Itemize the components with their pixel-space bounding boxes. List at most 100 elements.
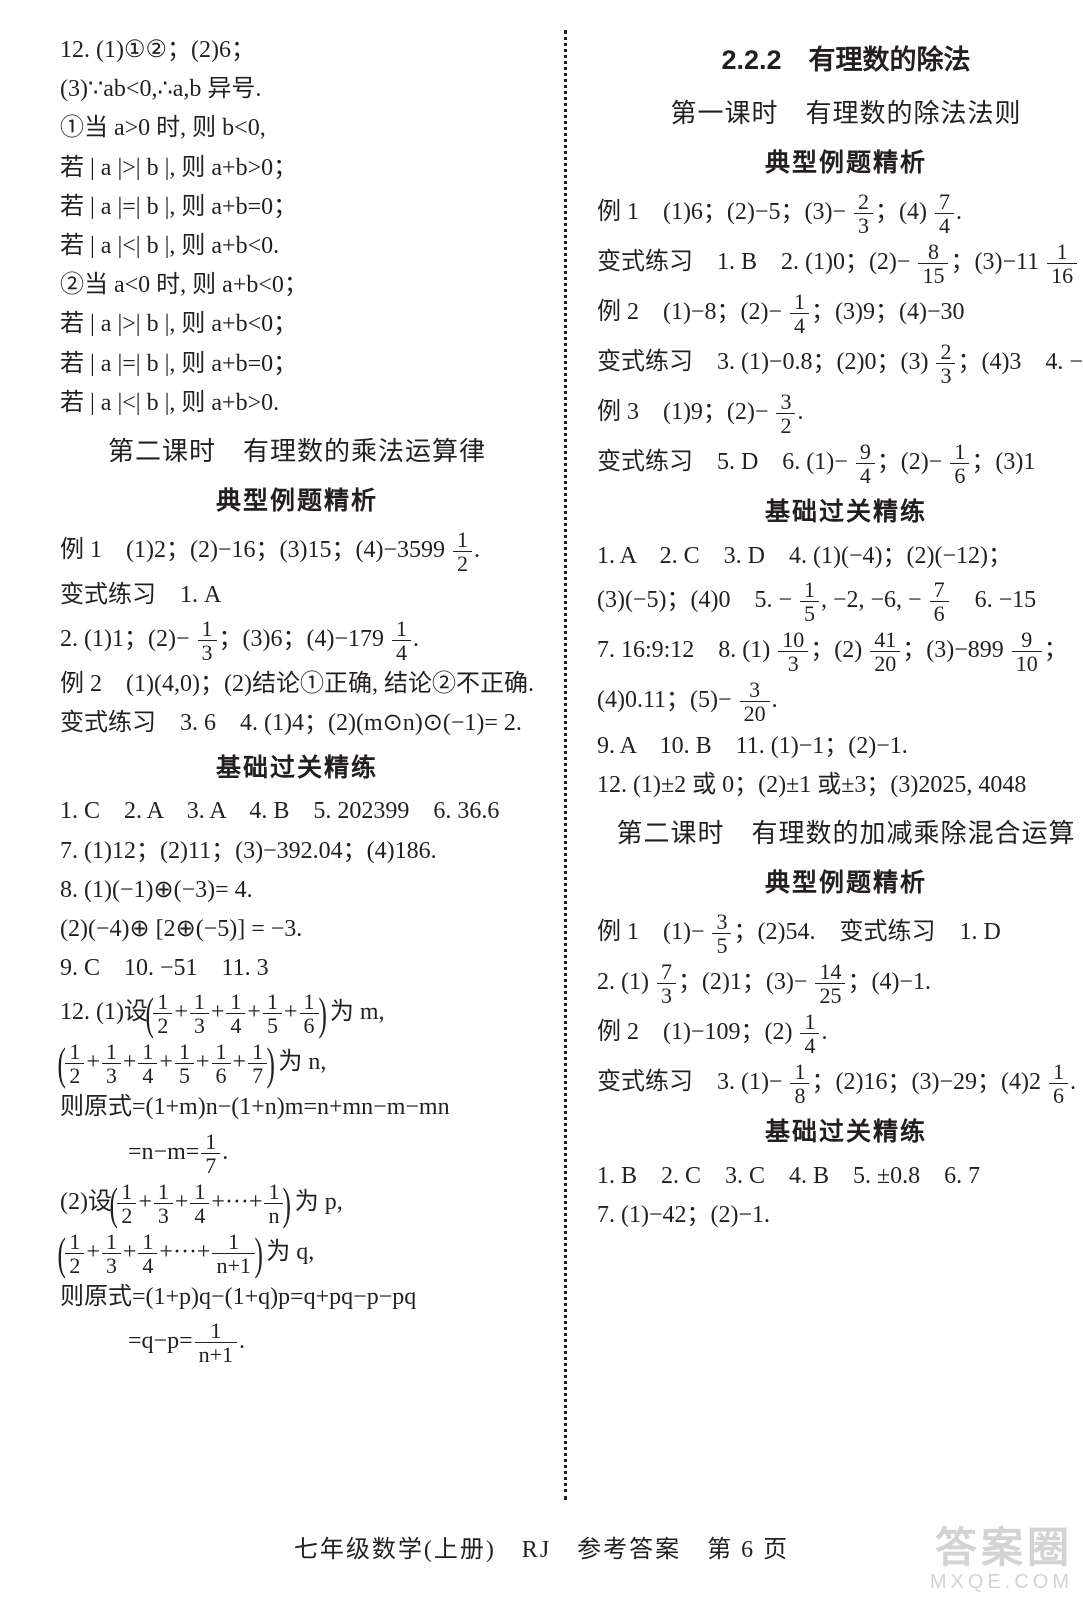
text-line: 则原式=(1+m)n−(1+n)m=n+mn−m−mn <box>60 1089 534 1126</box>
paren-right-icon: ) <box>267 1043 275 1084</box>
text: 变式练习 1. B 2. (1)0；(2)− <box>597 249 917 275</box>
heading-lesson: 第一课时 有理数的除法法则 <box>597 94 1083 134</box>
paren-left-icon: ( <box>57 1233 65 1274</box>
text-line: (4)0.11；(5)− 320. <box>597 677 1083 725</box>
fraction: 14 <box>790 290 809 337</box>
text: ；(3)9；(4)−30 <box>811 299 965 325</box>
text: . <box>239 1328 245 1354</box>
fraction: 23 <box>936 340 955 387</box>
fraction: 320 <box>740 678 770 725</box>
sum-m: 12+13+14+15+16 <box>151 999 320 1025</box>
text: 例 1 (1)6；(2)−5；(3)− <box>597 199 852 225</box>
text-line: 变式练习 5. D 6. (1)− 94；(2)− 16；(3)1 <box>597 439 1083 487</box>
paren-right-icon: ) <box>318 993 326 1034</box>
fraction: 23 <box>854 190 873 237</box>
text: ；(3)−11 <box>950 249 1045 275</box>
fraction: 13 <box>198 617 217 664</box>
text-line: 例 2 (1)(4,0)；(2)结论①正确, 结论②不正确. <box>60 666 534 703</box>
sum-q: 12+13+14+···+1n+1 <box>63 1239 257 1265</box>
heading-section: 基础过关精练 <box>597 493 1083 532</box>
text-line: 9. C 10. −51 11. 3 <box>60 950 534 987</box>
text: ；(2)54. 变式练习 1. D <box>733 919 1000 945</box>
text: . <box>797 399 803 425</box>
fraction: 16 <box>950 440 969 487</box>
text-line: 若 | a |<| b |, 则 a+b>0. <box>60 385 534 422</box>
text: . <box>956 199 962 225</box>
text: 6. −15 <box>951 587 1037 613</box>
text: ；(4) <box>875 199 933 225</box>
text: ；(2)1；(3)− <box>678 969 814 995</box>
text-line: 例 2 (1)−8；(2)− 14；(3)9；(4)−30 <box>597 289 1083 337</box>
text-line: 2. (1)1；(2)− 13；(3)6；(4)−179 14. <box>60 616 534 664</box>
text: . <box>413 626 419 652</box>
fraction: 14 <box>392 617 411 664</box>
text: =q−p= <box>128 1328 193 1354</box>
text-line: =q−p=1n+1. <box>60 1318 534 1366</box>
fraction: 16 <box>1049 1060 1068 1107</box>
paren-right-icon: ) <box>254 1233 262 1274</box>
text-line: (3)(−5)；(4)0 5. − 15, −2, −6, − 76 6. −1… <box>597 577 1083 625</box>
heading-section: 基础过关精练 <box>60 749 534 788</box>
watermark-sub: MXQE.COM <box>930 1571 1073 1594</box>
text-line: 例 3 (1)9；(2)− 32. <box>597 389 1083 437</box>
text-line: 1. A 2. C 3. D 4. (1)(−4)；(2)(−12)； <box>597 538 1083 575</box>
text: 为 n, <box>272 1049 326 1075</box>
text: 为 p, <box>289 1189 343 1215</box>
fraction: 18 <box>790 1060 809 1107</box>
text-line: 例 1 (1)6；(2)−5；(3)− 23；(4) 74. <box>597 189 1083 237</box>
text: ；(2)16；(3)−29；(4)2 <box>811 1069 1047 1095</box>
text: ；(4)−1. <box>847 969 931 995</box>
text-line: (2)设(12+13+14+···+1n) 为 p, <box>60 1179 534 1227</box>
fraction: 12 <box>453 528 472 575</box>
text-line: 12. (1)±2 或 0；(2)±1 或±3；(3)2025, 4048 <box>597 767 1083 804</box>
text-line: 例 1 (1)2；(2)−16；(3)15；(4)−3599 12. <box>60 527 534 575</box>
text-line: 变式练习 3. 6 4. (1)4；(2)(m⊙n)⊙(−1)= 2. <box>60 705 534 742</box>
heading-section: 典型例题精析 <box>597 864 1083 903</box>
page-footer: 七年级数学(上册) RJ 参考答案 第 6 页 <box>0 1529 1083 1564</box>
text-line: 12. (1)①②；(2)6； <box>60 32 534 69</box>
text-line: 1. C 2. A 3. A 4. B 5. 202399 6. 36.6 <box>60 793 534 830</box>
text: 变式练习 3. (1)− <box>597 1069 789 1095</box>
heading-section: 基础过关精练 <box>597 1113 1083 1152</box>
fraction: 94 <box>856 440 875 487</box>
text-line: 1. B 2. C 3. C 4. B 5. ±0.8 6. 7 <box>597 1158 1083 1195</box>
paren-right-icon: ) <box>283 1183 291 1224</box>
text-line: ②当 a<0 时, 则 a+b<0； <box>60 267 534 304</box>
text: . <box>821 1019 827 1045</box>
text-line: (12+13+14+···+1n+1) 为 q, <box>60 1229 534 1277</box>
text: 为 q, <box>260 1239 314 1265</box>
page-body: 12. (1)①②；(2)6； (3)∵ab<0,∴a,b 异号. ①当 a>0… <box>0 0 1083 1510</box>
text: 2. (1)1；(2)− <box>60 626 196 652</box>
text: , −2, −6, − <box>821 587 928 613</box>
heading-section: 典型例题精析 <box>597 144 1083 183</box>
text: ；(4)3 4. −1 <box>957 349 1083 375</box>
text-line: (3)∵ab<0,∴a,b 异号. <box>60 71 534 108</box>
text-line: (2)(−4)⊕ [2⊕(−5)] = −3. <box>60 911 534 948</box>
paren-left-icon: ( <box>57 1043 65 1084</box>
heading-lesson: 第二课时 有理数的加减乘除混合运算 <box>597 814 1083 854</box>
text-line: 若 | a |=| b |, 则 a+b=0； <box>60 189 534 226</box>
text-line: 变式练习 3. (1)− 18；(2)16；(3)−29；(4)2 16. <box>597 1059 1083 1107</box>
heading-chapter: 2.2.2 有理数的除法 <box>597 40 1083 82</box>
fraction: 35 <box>712 910 731 957</box>
text-line: 7. (1)−42；(2)−1. <box>597 1197 1083 1234</box>
text-line: ①当 a>0 时, 则 b<0, <box>60 110 534 147</box>
text-line: 12. (1)设(12+13+14+15+16) 为 m, <box>60 989 534 1037</box>
fraction: 32 <box>776 390 795 437</box>
text: 2. (1) <box>597 969 655 995</box>
heading-section: 典型例题精析 <box>60 482 534 521</box>
sum-p: 12+13+14+···+1n <box>115 1189 285 1215</box>
text-line: 例 1 (1)− 35；(2)54. 变式练习 1. D <box>597 909 1083 957</box>
fraction: 103 <box>778 628 808 675</box>
text-line: 2. (1) 73；(2)1；(3)− 1425；(4)−1. <box>597 959 1083 1007</box>
text-line: 7. 16:9:12 8. (1) 103；(2) 4120；(3)−899 9… <box>597 627 1083 675</box>
fraction: 73 <box>657 960 676 1007</box>
text-line: 变式练习 1. A <box>60 577 534 614</box>
text-line: 若 | a |<| b |, 则 a+b<0. <box>60 228 534 265</box>
sum-n: 12+13+14+15+16+17 <box>63 1049 269 1075</box>
text-line: 例 2 (1)−109；(2) 14. <box>597 1009 1083 1057</box>
text-line: =n−m=17. <box>60 1129 534 1177</box>
text-line: 9. A 10. B 11. (1)−1；(2)−1. <box>597 728 1083 765</box>
text-line: 变式练习 3. (1)−0.8；(2)0；(3) 23；(4)3 4. −1 <box>597 339 1083 387</box>
column-right: 2.2.2 有理数的除法 第一课时 有理数的除法法则 典型例题精析 例 1 (1… <box>569 30 1083 1500</box>
